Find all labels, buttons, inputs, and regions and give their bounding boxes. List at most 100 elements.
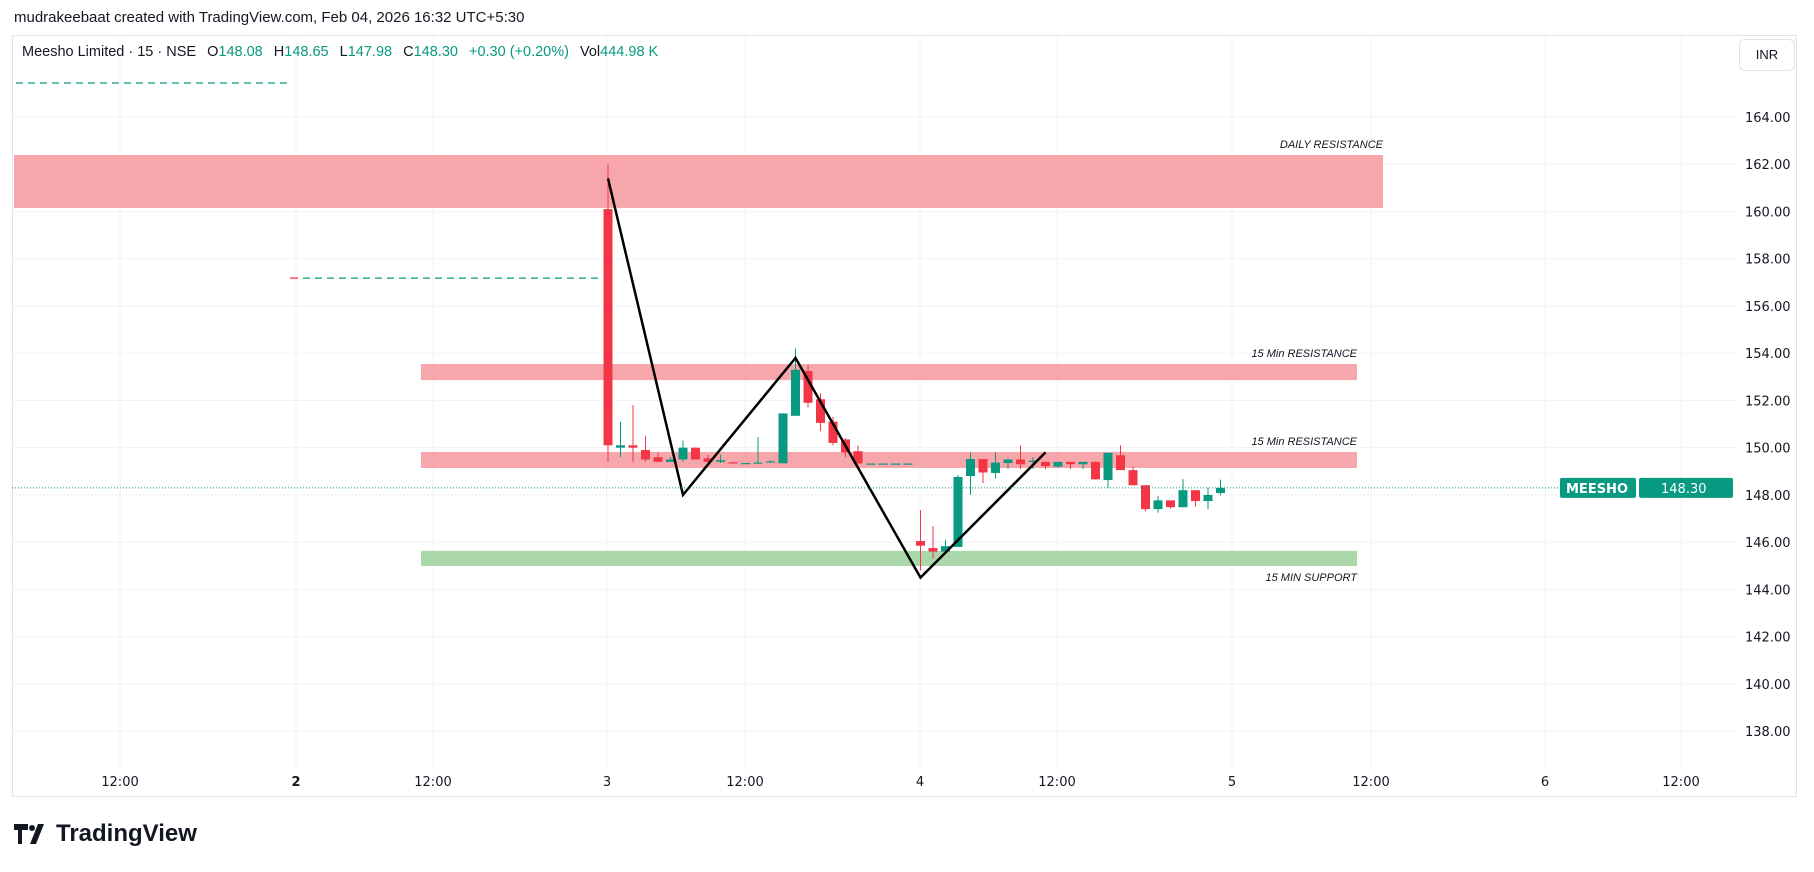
- price-tag-symbol: MEESHO: [1566, 482, 1628, 497]
- tradingview-logo-icon: [14, 824, 44, 844]
- candle-body: [891, 463, 900, 465]
- candle-body: [641, 450, 650, 460]
- candle-body: [728, 462, 738, 464]
- zone-resistance: [421, 364, 1357, 381]
- prior-level-lines: [16, 82, 600, 279]
- high-value: 148.65: [284, 44, 329, 60]
- candle-body: [703, 458, 713, 462]
- candle-body: [1166, 500, 1175, 508]
- close-value: 148.30: [413, 44, 458, 60]
- price-tick-label: 144.00: [1745, 583, 1791, 598]
- zigzag-trendline: [606, 178, 1047, 580]
- price-tick-label: 142.00: [1745, 631, 1791, 646]
- low-value: 147.98: [347, 44, 393, 60]
- candle-body: [903, 463, 913, 465]
- symbol-legend: Meesho Limited · 15 · NSE O148.08 H148.6…: [22, 44, 658, 60]
- candle-body: [603, 209, 613, 446]
- zone-support: [421, 550, 1357, 567]
- time-tick-label: 12:00: [101, 775, 138, 790]
- time-tick-label: 4: [916, 775, 924, 790]
- volume-label: Vol: [580, 44, 601, 60]
- change-value: +0.30 (+0.20%): [469, 44, 569, 60]
- price-tag-value-box: [1639, 477, 1733, 498]
- price-tick-label: 138.00: [1745, 725, 1791, 740]
- chart-frame[interactable]: [12, 35, 1797, 797]
- candle-body: [928, 548, 938, 552]
- price-tag-symbol-box: [1560, 477, 1636, 498]
- time-tick-label: 12:00: [1038, 775, 1075, 790]
- candle-body: [791, 369, 800, 416]
- last-price-tag: MEESHO 148.30: [12, 477, 1733, 498]
- candle-body: [628, 445, 638, 448]
- open-label: O: [207, 44, 219, 60]
- candle-body: [966, 459, 975, 477]
- candle-body: [1103, 452, 1113, 481]
- candle-body: [616, 445, 625, 448]
- price-axis: 164.00 162.00 160.00 158.00 156.00 154.00 152.…: [1745, 111, 1791, 740]
- zone-label: 15 MIN SUPPORT: [1266, 572, 1359, 584]
- grid: [12, 36, 1736, 770]
- candle-body: [1128, 470, 1138, 486]
- candle-body: [803, 370, 813, 403]
- price-tick-label: 140.00: [1745, 678, 1791, 693]
- price-tick-label: 164.00: [1745, 111, 1791, 126]
- time-tick-label: 5: [1228, 775, 1236, 790]
- candle-body: [753, 462, 763, 464]
- candle-body: [741, 463, 750, 465]
- price-tick-label: 150.00: [1745, 442, 1791, 457]
- candle-body: [1141, 485, 1150, 510]
- price-tick-label: 162.00: [1745, 158, 1791, 173]
- candle-body: [916, 540, 925, 546]
- price-tick-label: 160.00: [1745, 205, 1791, 220]
- candle-body: [941, 546, 950, 552]
- candle-body: [991, 462, 1000, 473]
- candle-body: [1053, 461, 1063, 467]
- candle-body: [866, 463, 875, 465]
- candle-body: [853, 451, 863, 464]
- low-label: L: [339, 44, 348, 60]
- candle-body: [1153, 500, 1163, 510]
- time-tick-label: 3: [603, 775, 611, 790]
- chart-credit: mudrakeebaat created with TradingView.co…: [14, 9, 525, 26]
- symbol-title[interactable]: Meesho Limited · 15 · NSE: [22, 44, 197, 60]
- candle-body: [1216, 487, 1225, 494]
- candle-body: [978, 459, 988, 473]
- zone-label: 15 Min RESISTANCE: [1251, 348, 1357, 360]
- candle-body: [1028, 460, 1038, 462]
- volume-value: 444.98 K: [600, 44, 659, 60]
- time-tick-label: 12:00: [1352, 775, 1389, 790]
- zones: DAILY RESISTANCE 15 Min RESISTANCE 15 Min …: [14, 139, 1384, 584]
- zone-label: 15 Min RESISTANCE: [1251, 436, 1357, 448]
- time-axis: 12:00 2 12:00 3 12:00 4 12:00 5 12:00 6 12:00: [101, 775, 1699, 790]
- candle-body: [1191, 490, 1200, 502]
- time-tick-label: 12:00: [414, 775, 451, 790]
- price-tick-label: 156.00: [1745, 300, 1791, 315]
- high-label: H: [273, 44, 285, 60]
- open-value: 148.08: [218, 44, 263, 60]
- price-tag-value: 148.30: [1661, 482, 1707, 497]
- candle-body: [691, 447, 700, 460]
- candle-body: [1016, 459, 1025, 465]
- time-tick-label: 6: [1541, 775, 1549, 790]
- candle-body: [1003, 459, 1013, 464]
- zone-resistance: [421, 451, 1357, 468]
- price-tick-label: 146.00: [1745, 536, 1791, 551]
- zone-resistance: [14, 155, 1383, 208]
- candle-body: [1178, 490, 1188, 508]
- price-tick-label: 148.00: [1745, 489, 1791, 504]
- candle-body: [653, 457, 663, 462]
- candle-body: [1203, 494, 1213, 502]
- currency-button[interactable]: INR: [1739, 39, 1795, 71]
- zone-label: DAILY RESISTANCE: [1280, 139, 1384, 151]
- close-label: C: [403, 44, 414, 60]
- tradingview-logo[interactable]: TradingView: [14, 820, 197, 848]
- price-tick-label: 152.00: [1745, 394, 1791, 409]
- zigzag-line: [606, 178, 1047, 580]
- time-tick-label: 12:00: [726, 775, 763, 790]
- price-tick-label: 158.00: [1745, 253, 1791, 268]
- candle-body: [1091, 461, 1100, 480]
- candle-body: [678, 447, 688, 460]
- candle-body: [1116, 455, 1125, 471]
- tradingview-logo-text: TradingView: [56, 820, 197, 847]
